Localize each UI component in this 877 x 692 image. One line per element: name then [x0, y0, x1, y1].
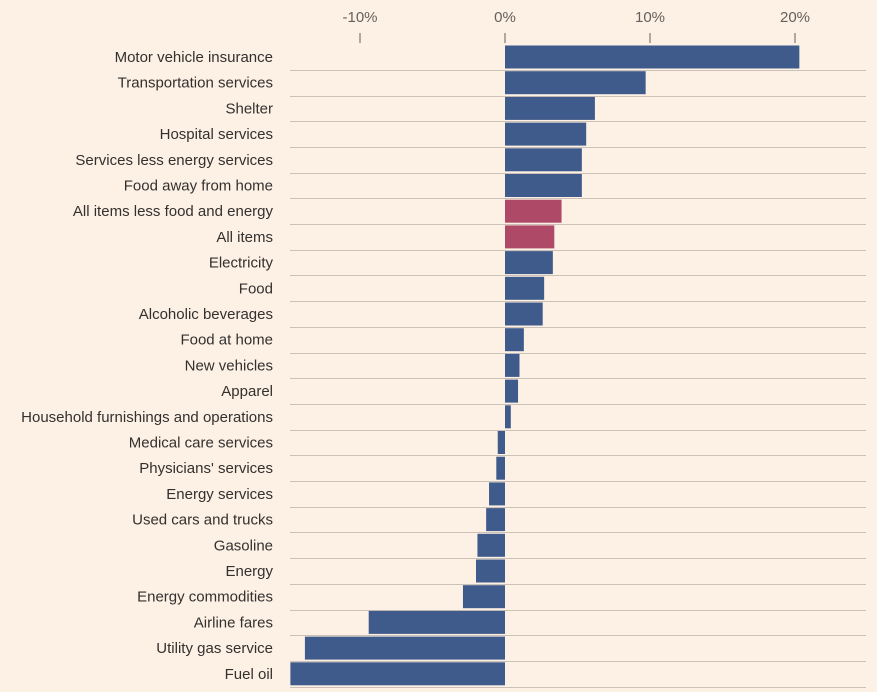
bar-all-items-less-food-and-energy [505, 199, 562, 223]
category-label: Energy services [166, 486, 273, 503]
category-label: Gasoline [214, 537, 273, 554]
category-label: Airline fares [194, 614, 273, 631]
bar-food-away-from-home [505, 174, 582, 197]
category-label: Food [239, 280, 273, 297]
bar-motor-vehicle-insurance [505, 45, 800, 69]
category-label: Apparel [221, 383, 273, 400]
gridlines [290, 70, 866, 688]
bar-airline-fares [368, 610, 505, 634]
category-label: Electricity [209, 255, 274, 272]
category-label: Fuel oil [225, 666, 273, 683]
bar-energy [476, 559, 505, 583]
category-label: Food at home [180, 332, 273, 349]
bar-medical-care-services [497, 431, 505, 454]
category-label: Hospital services [160, 126, 273, 143]
bar-utility-gas-service [304, 636, 505, 660]
bar-physicians-services [496, 456, 505, 480]
category-label: Food away from home [124, 178, 273, 195]
bar-gasoline [477, 533, 505, 557]
category-label: Physicians' services [139, 460, 273, 477]
category-label: Used cars and trucks [132, 512, 273, 529]
bar-hospital-services [505, 122, 587, 146]
bar-alcoholic-beverages [505, 302, 543, 326]
category-label: Household furnishings and operations [21, 409, 273, 426]
category-label: Motor vehicle insurance [115, 49, 273, 66]
x-tick-label: 0% [494, 9, 516, 26]
bar-all-items [505, 225, 555, 249]
category-label: Transportation services [118, 75, 273, 92]
bar-energy-services [489, 482, 505, 506]
category-label: Medical care services [129, 435, 273, 452]
x-axis: -10% 0% 10% 20% [342, 9, 810, 43]
category-label: Shelter [225, 100, 273, 117]
bar-services-less-energy-services [505, 148, 582, 172]
category-label: Alcoholic beverages [139, 306, 273, 323]
bar-transportation-services [505, 71, 646, 95]
category-label: Energy commodities [137, 589, 273, 606]
category-label: Utility gas service [156, 640, 273, 657]
category-label: All items less food and energy [73, 203, 274, 220]
bar-food-at-home [505, 328, 524, 352]
bar-shelter [505, 96, 595, 120]
bars [290, 45, 800, 686]
bar-electricity [505, 251, 553, 275]
bar-new-vehicles [505, 353, 520, 377]
bar-household-furnishings-and-operations [505, 405, 511, 429]
x-tick-label: 20% [780, 9, 810, 26]
category-label: All items [216, 229, 273, 246]
x-tick-label: -10% [342, 9, 377, 26]
category-label: New vehicles [185, 357, 273, 374]
bar-energy-commodities [462, 585, 505, 609]
bar-food [505, 276, 545, 300]
category-labels: Motor vehicle insurance Transportation se… [21, 49, 273, 683]
bar-apparel [505, 379, 519, 403]
category-label: Services less energy services [75, 152, 273, 169]
x-tick-label: 10% [635, 9, 665, 26]
bar-used-cars-and-trucks [486, 508, 505, 532]
category-label: Energy [225, 563, 273, 580]
bar-fuel-oil [290, 662, 505, 686]
